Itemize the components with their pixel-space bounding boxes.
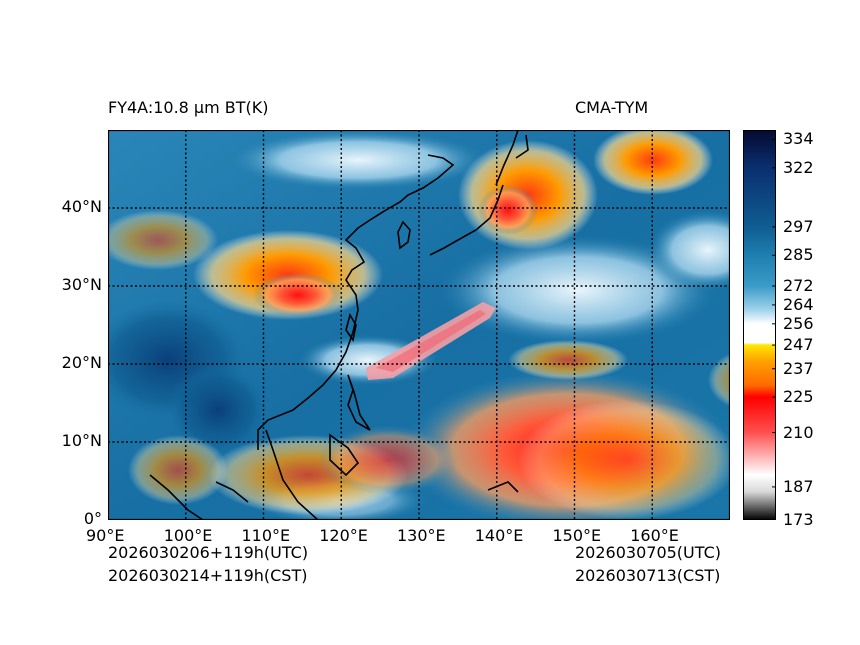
lon-tick-label: 110°E: [241, 526, 291, 545]
colorbar-label: 334: [783, 129, 814, 149]
model-name: CMA-TYM: [575, 98, 649, 117]
cold-cloud-west: [108, 210, 218, 270]
cold-cloud-core: [478, 185, 538, 235]
lon-tick-label: 90°E: [86, 526, 125, 545]
lon-tick-label: 130°E: [397, 526, 446, 545]
cloud-band: [228, 130, 488, 190]
frontal-cloud-band: [376, 310, 486, 372]
colorbar-label: 187: [783, 476, 814, 496]
cold-cloud-west: [128, 435, 228, 505]
cloud-band: [648, 210, 730, 290]
init-time-cst: 2026030214+119h(CST): [108, 566, 308, 585]
cold-cloud-east: [708, 353, 730, 407]
colorbar-label: 247: [783, 335, 814, 355]
cold-cloud-band: [508, 340, 628, 380]
colorbar-label: 322: [783, 157, 814, 177]
cold-cloud-maritime: [318, 425, 458, 495]
colorbar-label: 297: [783, 216, 814, 236]
graticule: [108, 130, 730, 520]
lat-tick-label: 0°: [83, 509, 102, 528]
lon-tick-label: 100°E: [163, 526, 213, 545]
cold-cloud-core: [253, 273, 343, 317]
lon-tick-label: 160°E: [630, 526, 679, 545]
valid-time-utc: 2026030705(UTC): [575, 543, 721, 562]
lat-tick-label: 10°N: [61, 431, 102, 450]
lon-tick-label: 140°E: [474, 526, 524, 545]
colorbar-label: 256: [783, 313, 814, 333]
warm-land-area: [168, 365, 268, 455]
product-title: FY4A:10.8 µm BT(K): [108, 98, 269, 117]
colorbar-label: 272: [783, 276, 814, 295]
tropical-convection: [518, 400, 730, 520]
colorbar-label: 225: [783, 387, 814, 407]
colorbar-label: 264: [783, 294, 814, 314]
coastlines: [149, 130, 529, 520]
colorbar-label: 237: [783, 358, 814, 378]
init-time-utc: 2026030206+119h(UTC): [108, 543, 309, 562]
valid-time-cst: 2026030713(CST): [575, 566, 721, 585]
lat-tick-label: 30°N: [61, 275, 102, 294]
cold-cloud-northeast: [593, 130, 713, 195]
colorbar-label: 285: [783, 245, 814, 265]
satellite-map: [108, 130, 730, 520]
lon-tick-label: 120°E: [319, 526, 368, 545]
map-frame: [108, 130, 730, 520]
lat-tick-label: 40°N: [61, 197, 102, 216]
lat-tick-label: 20°N: [61, 353, 102, 372]
colorbar-label: 210: [783, 422, 814, 442]
colorbar: [743, 130, 776, 520]
colorbar-label: 173: [783, 510, 814, 529]
lon-tick-label: 150°E: [552, 526, 602, 545]
cloud-band: [438, 235, 718, 345]
